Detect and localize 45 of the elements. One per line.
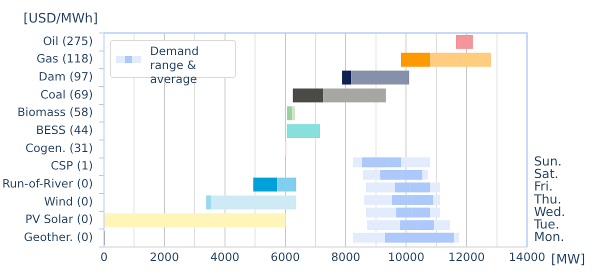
y-tick-label: Geother. (0) [24,230,93,244]
y-tick-label: Gas (118) [36,52,93,66]
bar [210,195,296,210]
bar [323,88,386,102]
bar [351,70,410,85]
y-tick-label: BESS (44) [36,123,93,138]
y-tick-label: Wed. [534,204,566,219]
bar [287,106,292,120]
bar [286,124,320,138]
legend-label: Demand range & average [150,44,200,86]
bar [456,34,473,49]
x-tick-label: 8000 [331,250,360,264]
bar [292,106,295,120]
y-tick-label: Coal (69) [40,87,93,102]
y-tick-label: Cogen. (31) [25,140,93,155]
y-tick-label: Wind (0) [44,194,93,208]
y-tick-label: Sat. [534,166,558,182]
y-tick-label: PV Solar (0) [25,212,93,226]
x-tick-label: 6000 [270,250,300,264]
y-tick-label: CSP (1) [50,158,93,173]
x-tick-label: 12000 [448,250,485,264]
y-tick-label: Sun. [534,154,562,169]
bar [430,52,492,67]
y-tick-label: Run-of-River (0) [2,176,93,191]
y-tick-label: Fri. [534,178,553,194]
x-tick-label: 10000 [388,250,424,264]
bar [342,70,352,85]
bar [292,88,324,102]
y-tick-label: Tue. [533,216,560,232]
bar [253,178,278,192]
bar [401,52,430,67]
x-tick-label: 4000 [210,250,240,264]
x-axis-title: [MW] [551,252,586,268]
y-tick-label: Biomass (58) [17,105,93,120]
x-tick-label: 0 [100,250,108,264]
bar [206,195,211,210]
bar [277,178,296,192]
bar [104,213,286,228]
y-tick-label: Dam (97) [38,70,93,84]
y-tick-label: Thu. [533,191,562,206]
y-axis-title: [USD/MWh] [23,11,98,26]
y-tick-label: Oil (275) [42,34,93,48]
y-tick-label: Mon. [534,228,564,244]
x-tick-label: 2000 [150,250,180,264]
x-tick-label: 14000 [508,250,546,264]
